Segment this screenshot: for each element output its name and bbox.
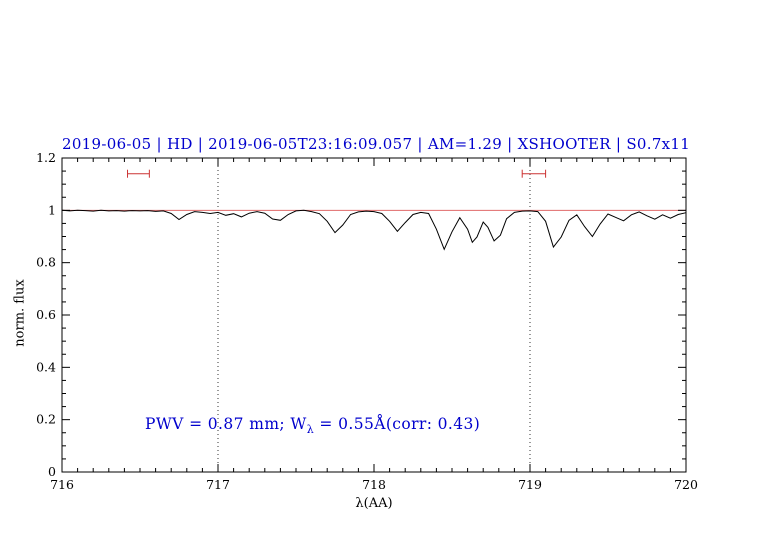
pwv-annotation-value: = 0.55Å(corr: 0.43) xyxy=(314,415,481,433)
x-tick-label: 718 xyxy=(362,477,386,492)
pwv-annotation-subscript: λ xyxy=(306,423,315,437)
pwv-annotation-text: PWV = 0.87 mm; W xyxy=(145,415,307,433)
y-tick-label: 0 xyxy=(48,464,56,479)
y-tick-label: 0.6 xyxy=(36,307,56,322)
x-axis-label: λ(AA) xyxy=(355,496,393,511)
y-tick-label: 0.8 xyxy=(36,255,56,270)
y-tick-label: 1.2 xyxy=(36,150,56,165)
x-tick-label: 720 xyxy=(674,477,698,492)
x-tick-label: 717 xyxy=(206,477,230,492)
y-tick-label: 1 xyxy=(48,202,56,217)
pwv-annotation: PWV = 0.87 mm; Wλ = 0.55Å(corr: 0.43) xyxy=(145,415,480,436)
x-tick-label: 719 xyxy=(518,477,542,492)
y-tick-label: 0.2 xyxy=(36,412,56,427)
spectrum-line xyxy=(61,209,687,251)
plot-title: 2019-06-05 | HD | 2019-06-05T23:16:09.05… xyxy=(62,135,691,153)
x-tick-label: 716 xyxy=(50,477,74,492)
y-axis-label: norm. flux xyxy=(12,279,28,347)
y-tick-label: 0.4 xyxy=(36,359,56,374)
